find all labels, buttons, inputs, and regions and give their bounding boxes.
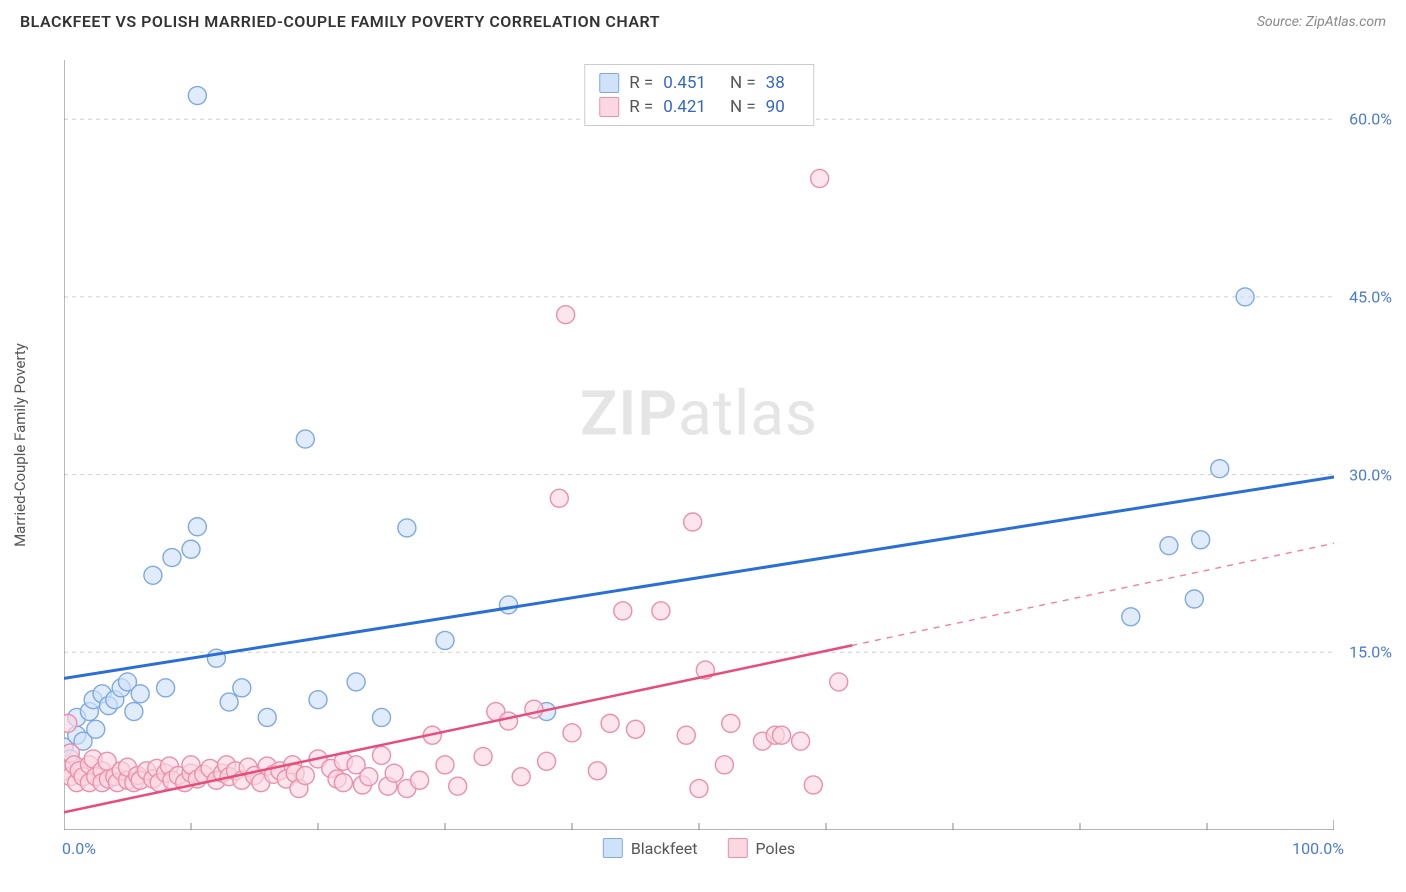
x-tick-max: 100.0% [1292, 839, 1344, 858]
y-axis-label: Married-Couple Family Poverty [11, 343, 29, 547]
x-tick-min: 0.0% [62, 839, 96, 858]
n-poles: 90 [766, 97, 785, 117]
y-tick-label: 30.0% [1349, 465, 1392, 484]
legend-label-blackfeet: Blackfeet [631, 839, 698, 858]
r-blackfeet: 0.451 [663, 73, 706, 93]
plot-area: ZIPatlas R = 0.451 N = 38 R = 0.421 N = … [64, 60, 1334, 830]
legend-item-poles: Poles [727, 838, 795, 858]
chart-header: BLACKFEET VS POLISH MARRIED-COUPLE FAMIL… [0, 0, 1406, 39]
chart-source: Source: ZipAtlas.com [1257, 14, 1386, 30]
legend-swatch-blackfeet [603, 838, 623, 858]
legend-label-poles: Poles [755, 839, 795, 858]
correlation-legend: R = 0.451 N = 38 R = 0.421 N = 90 [584, 64, 814, 126]
legend-item-blackfeet: Blackfeet [603, 838, 698, 858]
series-legend: Blackfeet Poles [603, 838, 795, 858]
y-tick-label: 60.0% [1349, 110, 1392, 129]
scatter-svg [64, 60, 1334, 830]
legend-row-poles: R = 0.421 N = 90 [599, 95, 799, 119]
chart-container: Married-Couple Family Poverty ZIPatlas R… [50, 60, 1370, 830]
y-tick-label: 15.0% [1349, 643, 1392, 662]
r-poles: 0.421 [663, 97, 706, 117]
n-blackfeet: 38 [766, 73, 785, 93]
swatch-blackfeet [599, 73, 619, 93]
legend-row-blackfeet: R = 0.451 N = 38 [599, 71, 799, 95]
chart-title: BLACKFEET VS POLISH MARRIED-COUPLE FAMIL… [20, 12, 660, 31]
swatch-poles [599, 97, 619, 117]
y-tick-label: 45.0% [1349, 287, 1392, 306]
legend-swatch-poles [727, 838, 747, 858]
